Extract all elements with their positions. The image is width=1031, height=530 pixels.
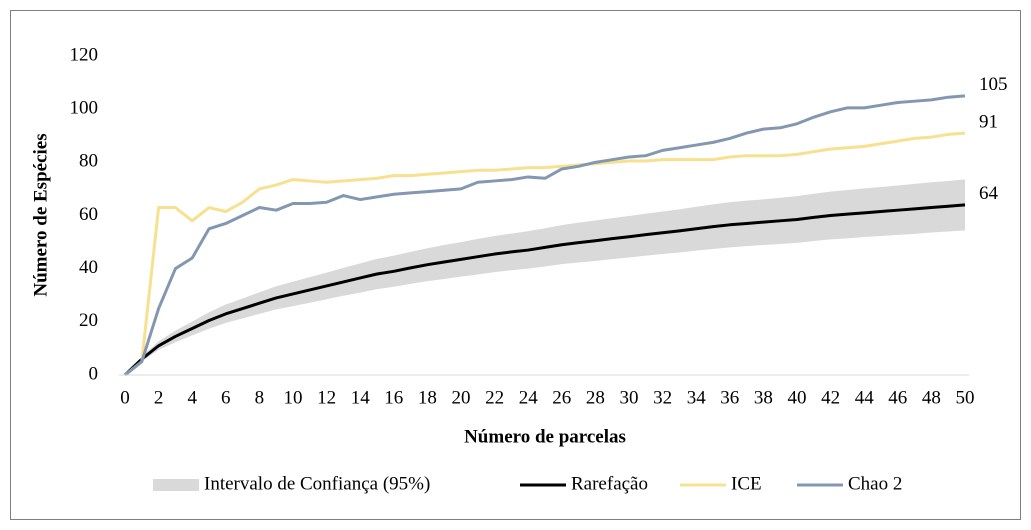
y-tick-label: 0	[89, 363, 99, 384]
x-tick-label: 16	[384, 387, 403, 408]
x-tick-label: 2	[154, 387, 164, 408]
x-tick-label: 34	[687, 387, 707, 408]
legend-label: Intervalo de Confiança (95%)	[204, 473, 430, 494]
y-tick-label: 80	[79, 151, 98, 172]
y-axis-title: Número de Espécies	[30, 133, 51, 296]
y-tick-label: 60	[79, 204, 98, 225]
x-tick-label: 12	[317, 387, 336, 408]
x-tick-label: 6	[221, 387, 231, 408]
y-tick-label: 40	[79, 257, 98, 278]
y-tick-label: 100	[70, 98, 99, 119]
series-line	[123, 203, 966, 377]
x-tick-label: 44	[855, 387, 875, 408]
x-tick-label: 8	[255, 387, 265, 408]
legend-label: Rarefação	[571, 473, 648, 494]
x-tick-label: 18	[418, 387, 437, 408]
end-label: 91	[979, 111, 998, 132]
x-tick-label: 22	[485, 387, 504, 408]
x-tick-label: 42	[821, 387, 840, 408]
legend-label: Chao 2	[848, 473, 902, 494]
series-line	[124, 94, 966, 377]
x-axis-title: Número de parcelas	[464, 426, 626, 447]
x-tick-label: 10	[284, 387, 303, 408]
y-tick-label: 120	[70, 44, 99, 65]
x-tick-label: 28	[586, 387, 605, 408]
x-tick-label: 24	[519, 387, 539, 408]
x-tick-label: 30	[620, 387, 639, 408]
y-tick-label: 20	[79, 310, 98, 331]
x-tick-label: 36	[720, 387, 739, 408]
x-tick-label: 48	[922, 387, 941, 408]
x-tick-label: 38	[754, 387, 773, 408]
series-line	[124, 131, 966, 377]
x-tick-label: 0	[120, 387, 130, 408]
x-tick-label: 20	[452, 387, 471, 408]
x-tick-label: 4	[187, 387, 197, 408]
x-tick-label: 46	[888, 387, 907, 408]
x-tick-label: 40	[788, 387, 807, 408]
legend-swatch	[153, 479, 199, 491]
end-label: 105	[979, 74, 1008, 95]
x-tick-label: 50	[956, 387, 975, 408]
confidence-band	[125, 179, 965, 375]
x-tick-label: 26	[552, 387, 571, 408]
x-tick-label: 14	[351, 387, 371, 408]
legend-label: ICE	[731, 473, 762, 494]
end-label: 64	[979, 183, 999, 204]
x-tick-label: 32	[653, 387, 672, 408]
